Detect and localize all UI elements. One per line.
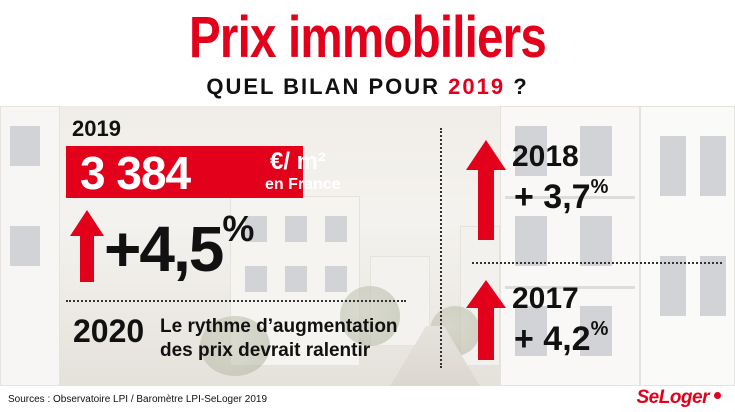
logo-dot-icon xyxy=(714,392,721,399)
footer: Sources : Observatoire LPI / Baromètre L… xyxy=(0,386,735,412)
up-arrow-icon-2018 xyxy=(466,140,506,240)
history-change-2017: + 4,2% xyxy=(514,318,609,359)
history-change-2018: + 3,7% xyxy=(514,176,609,217)
current-year: 2019 xyxy=(72,116,121,141)
price-value: 3 384 xyxy=(80,147,191,199)
divider-vertical xyxy=(440,128,442,368)
price-box: 3 384 €/ m² en France xyxy=(66,146,341,199)
subtitle-prefix: QUEL BILAN POUR xyxy=(206,74,449,99)
up-arrow-icon-2017 xyxy=(466,280,506,360)
history-year-2018: 2018 xyxy=(512,140,579,173)
page-subtitle: QUEL BILAN POUR 2019 ? xyxy=(0,74,735,100)
page-title: Prix immobiliers xyxy=(189,5,547,70)
outlook-line-1: Le rythme d’augmentation xyxy=(160,316,398,337)
history-change-2017-value: + 4,2 xyxy=(514,320,591,358)
outlook-year: 2020 xyxy=(73,313,145,349)
outlook-line-2: des prix devrait ralentir xyxy=(160,340,371,361)
divider-left xyxy=(66,300,406,302)
annual-change-value: +4,5 xyxy=(104,213,224,285)
price-location: en France xyxy=(265,176,341,193)
up-arrow-icon xyxy=(70,210,104,282)
sources-text: Sources : Observatoire LPI / Baromètre L… xyxy=(8,394,268,405)
history-year-2017: 2017 xyxy=(512,282,579,315)
history-change-2018-unit: % xyxy=(590,176,609,198)
divider-right xyxy=(472,262,722,264)
history-change-2017-unit: % xyxy=(590,318,609,340)
price-unit: €/ m² xyxy=(270,148,327,175)
history-change-2018-value: + 3,7 xyxy=(514,178,591,216)
annual-change: +4,5% xyxy=(104,208,254,286)
subtitle-suffix: ? xyxy=(505,74,529,99)
background-photo xyxy=(0,106,735,386)
subtitle-year: 2019 xyxy=(448,74,506,99)
seloger-logo: SeLoger xyxy=(636,387,709,408)
annual-change-unit: % xyxy=(222,208,254,249)
